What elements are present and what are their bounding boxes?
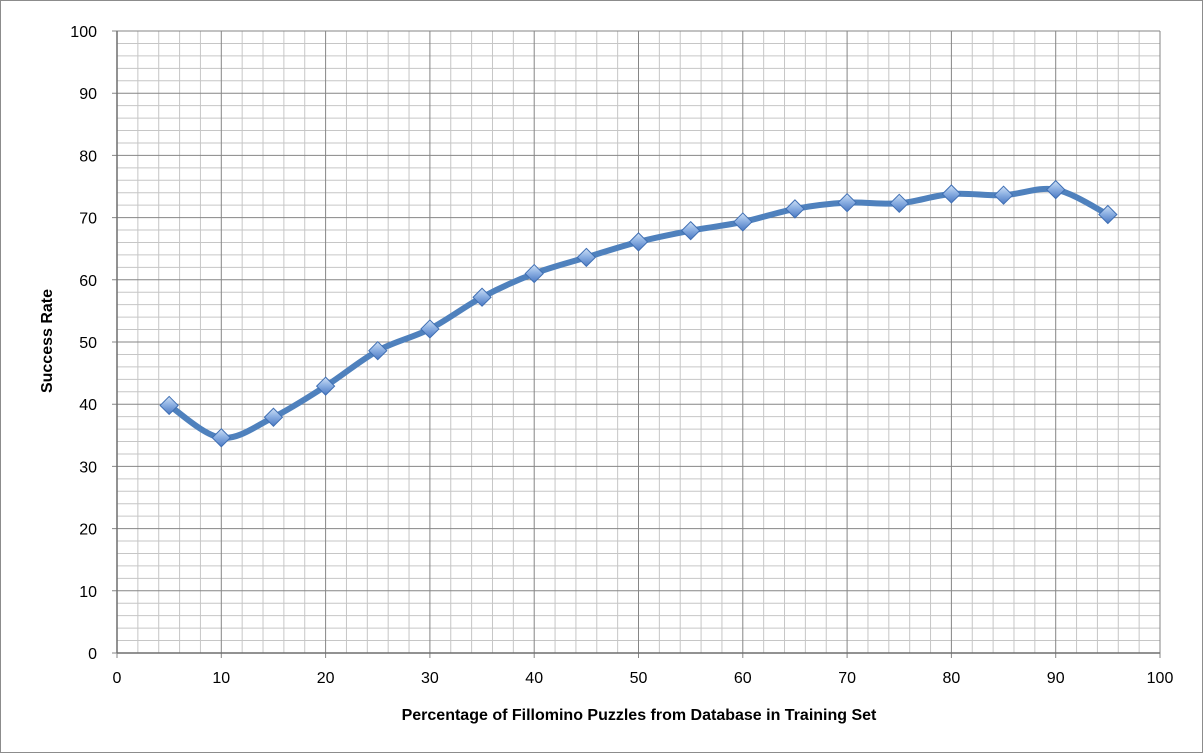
x-tick-label: 0: [113, 670, 122, 687]
x-tick-label: 10: [212, 670, 230, 687]
y-tick-label: 60: [79, 273, 97, 290]
data-point-marker: [472, 287, 492, 307]
y-tick-label: 90: [79, 86, 97, 103]
x-tick-label: 30: [421, 670, 439, 687]
x-tick-label: 50: [630, 670, 648, 687]
data-point-marker: [993, 185, 1014, 205]
y-tick-label: 20: [79, 522, 97, 539]
data-point-marker: [837, 192, 857, 213]
series-group: [159, 179, 1118, 448]
data-point-marker: [628, 232, 649, 252]
major-gridlines: [112, 30, 1161, 658]
axes: [116, 31, 1160, 654]
data-point-marker: [889, 193, 909, 214]
y-tick-label: 10: [79, 584, 97, 601]
data-point-marker: [524, 263, 544, 284]
data-point-marker: [576, 247, 597, 268]
y-tick-labels: 0 10 20 30 40 50 60 70 80 90 100: [70, 24, 97, 663]
y-axis-title: Success Rate: [39, 289, 56, 393]
x-tick-label: 20: [317, 670, 335, 687]
y-tick-label: 40: [79, 397, 97, 414]
x-tick-label: 40: [525, 670, 543, 687]
x-tick-label: 70: [838, 670, 856, 687]
y-tick-label: 70: [79, 211, 97, 228]
data-point-marker: [368, 341, 388, 361]
data-point-marker: [680, 220, 701, 241]
data-point-marker: [315, 376, 336, 396]
y-tick-label: 50: [79, 335, 97, 352]
x-tick-labels: 0 10 20 30 40 50 60 70 80 90 100: [113, 670, 1174, 687]
x-tick-label: 80: [943, 670, 961, 687]
x-tick-label: 90: [1047, 670, 1065, 687]
data-point-marker: [420, 319, 440, 339]
data-point-marker: [785, 199, 805, 219]
data-point-marker: [159, 395, 179, 416]
x-axis-title: Percentage of Fillomino Puzzles from Dat…: [402, 707, 877, 724]
y-tick-label: 30: [79, 459, 97, 476]
x-tick-label: 100: [1147, 670, 1174, 687]
y-tick-label: 0: [88, 646, 97, 663]
data-point-marker: [941, 184, 962, 204]
data-point-marker: [733, 212, 753, 232]
x-tick-label: 60: [734, 670, 752, 687]
data-point-marker: [263, 407, 284, 427]
data-point-marker: [1098, 204, 1118, 225]
data-point-marker: [1045, 179, 1066, 200]
data-point-marker: [211, 428, 232, 448]
y-tick-label: 100: [70, 24, 97, 41]
y-tick-label: 80: [79, 148, 97, 165]
